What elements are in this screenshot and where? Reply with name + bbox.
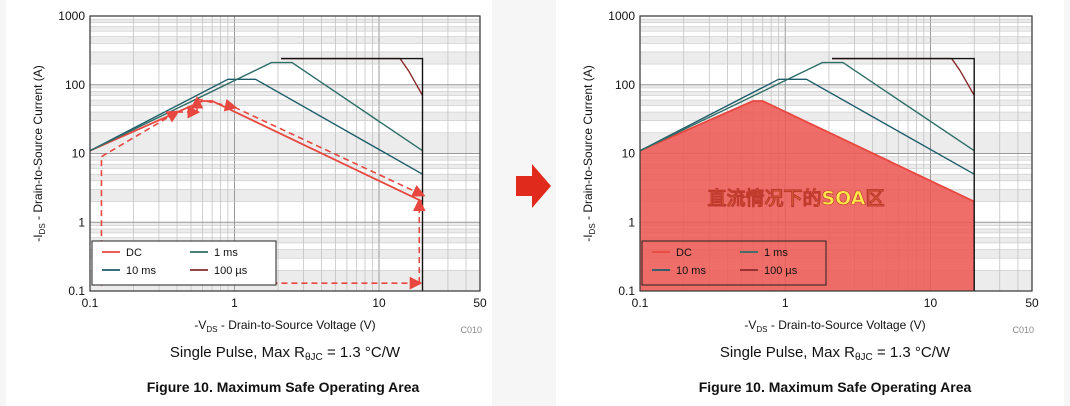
x-tick-label: 1: [782, 296, 789, 310]
figure-title: Figure 10. Maximum Safe Operating Area: [147, 379, 420, 395]
grid-band: [90, 156, 480, 161]
y-tick-label: 1: [78, 215, 85, 229]
figure-code: C010: [1012, 325, 1034, 335]
grid-band: [640, 100, 1032, 106]
grid-band: [640, 26, 1032, 32]
grid-band: [90, 19, 480, 23]
grid-band: [90, 189, 480, 202]
grid-band: [640, 112, 1032, 121]
grid-band: [640, 84, 1032, 88]
grid-band: [90, 91, 480, 96]
legend-label: 100 µs: [214, 265, 248, 277]
legend-label: 10 ms: [676, 265, 706, 277]
x-tick-label: 10: [924, 296, 938, 310]
transition-arrow-icon: [516, 164, 551, 208]
x-tick-label: 50: [1025, 296, 1039, 310]
x-tick-label: 50: [473, 296, 487, 310]
x-tick-label: 0.1: [82, 296, 99, 310]
overlay-label: 直流情况下的SOA区: [707, 187, 884, 210]
grid-band: [90, 36, 480, 44]
plot-border: [639, 15, 1033, 292]
y-tick-label: 0.1: [68, 284, 85, 298]
legend-label: 100 µs: [764, 265, 798, 277]
y-tick-label: 0.1: [618, 284, 635, 298]
grid-band: [90, 174, 480, 181]
grid-band: [640, 19, 1032, 23]
legend-label: 10 ms: [126, 265, 156, 277]
series-line-10-ms: [639, 78, 975, 175]
series-line-1-ms: [89, 61, 423, 152]
legend: DC 10 ms 1 ms 100 µs: [91, 240, 277, 286]
grid-band: [640, 91, 1032, 96]
grid-band: [90, 112, 480, 121]
series-line-10-ms: [89, 78, 423, 175]
x-tick-label: 10: [372, 296, 386, 310]
grid-band: [640, 36, 1032, 44]
soa-chart-right: 直流情况下的SOA区 DC 10 ms 1 ms 100 µs 0.1 1 10 50 0.1 1 1…: [581, 9, 1039, 395]
path-arrow-upper: [234, 106, 426, 197]
series-line-limit: [832, 57, 975, 291]
y-tick-label: 1: [628, 215, 635, 229]
x-tick-label: 1: [231, 296, 238, 310]
soa-chart-left: DC 10 ms 1 ms 100 µs 0.1 1 10 50 0.1 1 10 100 1000 -V…: [31, 9, 487, 395]
grid-band: [90, 132, 480, 154]
y-tick-label: 10: [72, 147, 86, 161]
grid-band: [90, 164, 480, 169]
legend-label: 1 ms: [764, 247, 788, 259]
grid-band: [90, 26, 480, 32]
legend-label: DC: [126, 247, 142, 259]
grid-band: [90, 228, 480, 233]
series-line-1-ms: [639, 61, 975, 152]
y-tick-label: 1000: [58, 9, 85, 23]
grid-band: [90, 222, 480, 226]
grid-band: [90, 100, 480, 106]
path-arrow-upper: [196, 98, 238, 112]
x-axis-label: -VDS - Drain-to-Source Voltage (V): [744, 318, 925, 334]
figure-caption: Single Pulse, Max RθJC = 1.3 °C/W: [170, 344, 401, 363]
legend: DC 10 ms 1 ms 100 µs: [641, 240, 827, 286]
path-arrow-upper: [101, 110, 180, 158]
series-line-dc: [639, 100, 975, 203]
grid-band: [90, 84, 480, 88]
y-tick-label: 10: [622, 147, 636, 161]
legend-box: [641, 240, 827, 286]
figure-title: Figure 10. Maximum Safe Operating Area: [699, 379, 972, 395]
y-axis-label: -IDS - Drain-to-Source Current (A): [31, 65, 47, 242]
y-tick-label: 1000: [608, 9, 635, 23]
y-axis-label: -IDS - Drain-to-Source Current (A): [581, 65, 597, 242]
series-line-limit: [281, 57, 424, 291]
figure-code: C010: [460, 325, 482, 335]
legend-label: 1 ms: [214, 247, 238, 259]
soa-area-dc: [640, 101, 975, 291]
grid: [89, 16, 481, 292]
figure-caption: Single Pulse, Max RθJC = 1.3 °C/W: [720, 344, 951, 363]
x-tick-label: 0.1: [632, 296, 649, 310]
y-tick-label: 100: [65, 78, 85, 92]
grid-band: [90, 237, 480, 243]
legend-box: [91, 240, 277, 286]
plot-border: [89, 15, 481, 292]
grid-bands: [90, 19, 480, 291]
y-tick-label: 100: [615, 78, 635, 92]
grid-band: [90, 249, 480, 259]
x-axis-label: -VDS - Drain-to-Source Voltage (V): [194, 318, 375, 334]
legend-label: DC: [676, 247, 692, 259]
